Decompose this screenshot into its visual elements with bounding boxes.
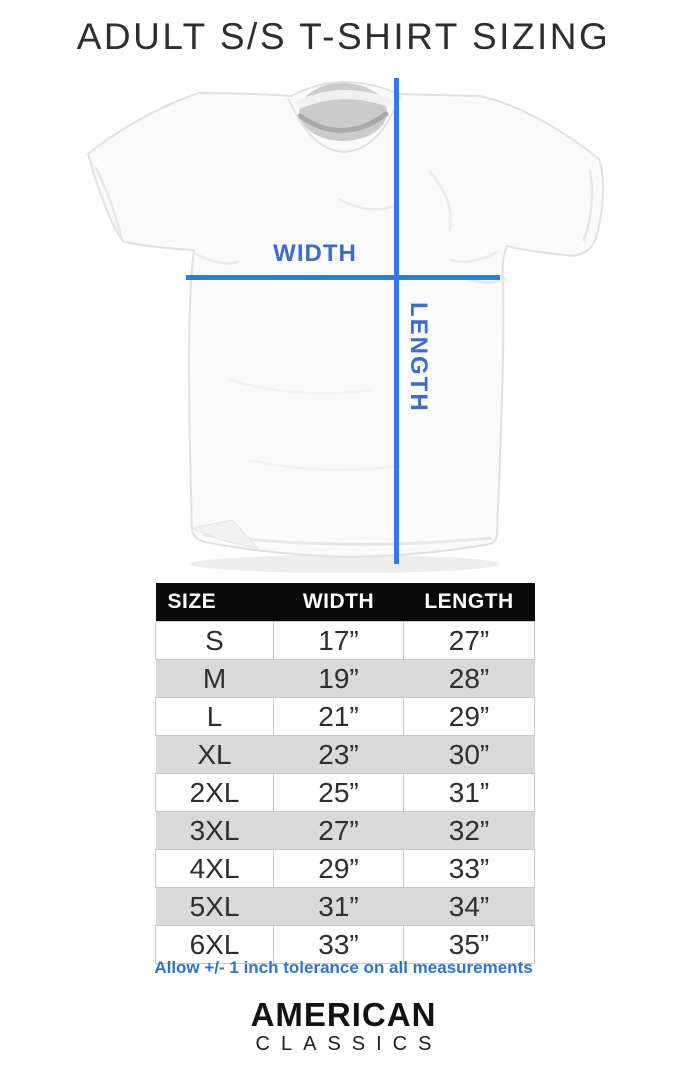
width-cell: 27” [273, 811, 404, 850]
width-label: WIDTH [273, 240, 357, 267]
length-cell: 33” [403, 849, 535, 888]
width-cell: 21” [273, 697, 404, 736]
length-cell: 32” [403, 811, 535, 850]
width-cell: 33” [273, 925, 404, 964]
shirt-body [87, 81, 604, 558]
width-cell: 25” [273, 773, 404, 812]
size-table-header: SIZE WIDTH LENGTH [155, 583, 535, 622]
size-cell: M [155, 659, 274, 698]
tshirt-image [87, 81, 604, 573]
size-cell: 2XL [155, 773, 274, 812]
tshirt-measurement-diagram: WIDTH LENGTH [0, 78, 687, 580]
width-cell: 31” [273, 887, 404, 926]
table-row: S 17” 27” [155, 621, 535, 660]
shirt-shadow [190, 555, 500, 573]
length-cell: 29” [403, 697, 535, 736]
table-row: 2XL 25” 31” [155, 773, 535, 812]
size-cell: 5XL [155, 887, 274, 926]
hem-fold [190, 519, 260, 549]
column-header-length: LENGTH [403, 583, 535, 622]
size-table-body: S 17” 27” M 19” 28” L 21” 29” XL 23” 30” 2XL 25” 31” 3X… [155, 621, 535, 964]
header-row: SIZE WIDTH LENGTH [155, 583, 535, 622]
page-title: ADULT S/S T-SHIRT SIZING [76, 16, 611, 57]
length-measure-line [394, 78, 399, 564]
size-cell: 3XL [155, 811, 274, 850]
length-cell: 31” [403, 773, 535, 812]
size-cell: 6XL [155, 925, 274, 964]
table-row: 3XL 27” 32” [155, 811, 535, 850]
length-cell: 30” [403, 735, 535, 774]
size-cell: L [155, 697, 274, 736]
size-cell: S [155, 621, 274, 660]
width-cell: 29” [273, 849, 404, 888]
table-row: XL 23” 30” [155, 735, 535, 774]
length-cell: 27” [403, 621, 535, 660]
size-cell: 4XL [155, 849, 274, 888]
table-row: L 21” 29” [155, 697, 535, 736]
column-header-size: SIZE [155, 583, 274, 622]
table-row: 4XL 29” 33” [155, 849, 535, 888]
collar [287, 83, 401, 154]
length-cell: 28” [403, 659, 535, 698]
size-cell: XL [155, 735, 274, 774]
column-header-width: WIDTH [273, 583, 404, 622]
table-row: 5XL 31” 34” [155, 887, 535, 926]
length-label: LENGTH [405, 302, 432, 413]
length-cell: 35” [403, 925, 535, 964]
brand-logo: AMERICAN CLASSICS [0, 998, 687, 1055]
tolerance-note: Allow +/- 1 inch tolerance on all measur… [154, 958, 533, 977]
length-cell: 34” [403, 887, 535, 926]
size-table: SIZE WIDTH LENGTH S 17” 27” M 19” 28” L 21” 29” X… [155, 583, 535, 964]
width-cell: 17” [273, 621, 404, 660]
width-cell: 19” [273, 659, 404, 698]
width-measure-line [186, 275, 500, 280]
width-cell: 23” [273, 735, 404, 774]
brand-name-line2: CLASSICS [255, 1033, 443, 1055]
table-row: M 19” 28” [155, 659, 535, 698]
table-row: 6XL 33” 35” [155, 925, 535, 964]
brand-name-line1: AMERICAN [250, 996, 437, 1033]
